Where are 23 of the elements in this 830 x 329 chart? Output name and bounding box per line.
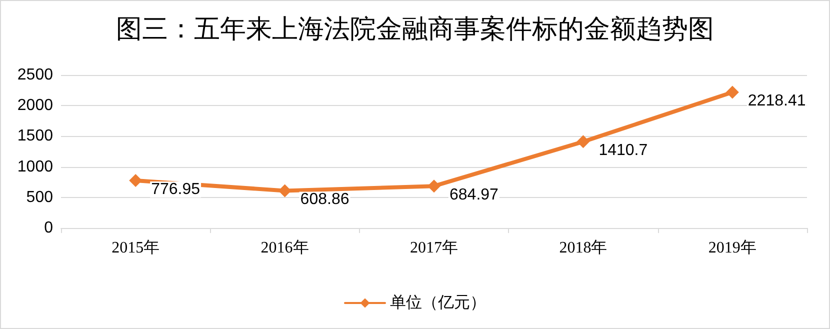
point <box>576 135 590 148</box>
y-tick-label: 500 <box>26 188 54 206</box>
chart-title: 图三：五年来上海法院金融商事案件标的金额趋势图 <box>116 14 714 44</box>
x-tick-label: 2019年 <box>708 240 756 256</box>
point <box>726 86 739 99</box>
data-label: 776.95 <box>151 180 200 198</box>
point <box>129 174 142 187</box>
y-tick-label: 2500 <box>17 66 54 84</box>
data-label: 1410.7 <box>598 142 648 160</box>
y-tick-label: 2000 <box>17 97 54 114</box>
x-tick-label: 2015年 <box>112 240 160 256</box>
data-label: 608.86 <box>300 191 350 208</box>
point <box>278 184 292 198</box>
x-tick-label: 2016年 <box>260 240 309 256</box>
y-tick-label: 1500 <box>17 128 54 145</box>
data-label: 2218.41 <box>748 92 806 110</box>
y-tick-label: 0 <box>44 220 54 236</box>
legend-label: 单位（亿元） <box>390 294 486 312</box>
data-label: 684.97 <box>450 186 499 204</box>
y-tick-label: 1000 <box>17 158 54 176</box>
x-tick-label: 2018年 <box>559 240 608 256</box>
point <box>428 180 440 193</box>
x-tick-label: 2017年 <box>410 240 458 256</box>
